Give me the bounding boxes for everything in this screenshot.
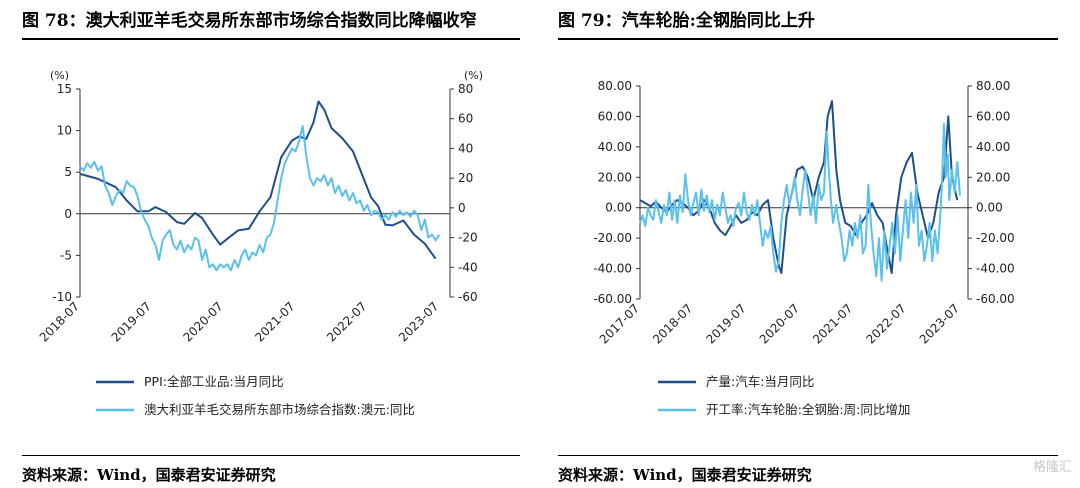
y-tick-label-right: 80 — [458, 82, 473, 96]
source-note-79: 资料来源：Wind，国泰君安证券研究 — [558, 466, 812, 484]
x-tick-label: 2022-07 — [324, 299, 369, 344]
figure-title-79: 图 79：汽车轮胎:全钢胎同比上升 — [558, 11, 815, 31]
x-tick-label: 2018-07 — [650, 301, 695, 346]
x-tick-label: 2023-07 — [396, 299, 441, 344]
y-tick-label-left: -5 — [60, 248, 72, 262]
y-tick-label-right: -20.00 — [976, 231, 1015, 245]
y-tick-label-left: 80.00 — [598, 79, 632, 93]
y-tick-label-left: -10 — [52, 290, 72, 304]
y-tick-label-left: 15 — [57, 82, 72, 96]
series-line-1 — [639, 123, 961, 282]
legend-label-1: 澳大利亚羊毛交易所东部市场综合指数:澳元:同比 — [144, 402, 415, 417]
y-unit-left: (%) — [50, 69, 69, 82]
x-tick-label: 2018-07 — [37, 299, 82, 344]
legend-label-0: 产量:汽车:当月同比 — [706, 374, 814, 389]
y-tick-label-right: 0.00 — [976, 201, 1003, 215]
y-tick-label-right: 20.00 — [976, 170, 1010, 184]
series-line-1 — [79, 125, 441, 272]
x-tick-label: 2017-07 — [597, 301, 642, 346]
y-tick-label-right: 60.00 — [976, 109, 1010, 123]
series-line-0 — [639, 100, 959, 275]
title-rule-79 — [558, 38, 1058, 40]
legend-label-0: PPI:全部工业品:当月同比 — [144, 374, 284, 389]
y-tick-label-left: -40.00 — [593, 262, 632, 276]
x-tick-label: 2023-07 — [917, 301, 962, 346]
y-tick-label-left: 0 — [64, 207, 72, 221]
x-tick-label: 2022-07 — [863, 301, 908, 346]
y-tick-label-left: 0.00 — [605, 201, 632, 215]
source-rule-79 — [558, 455, 1058, 456]
title-rule-78 — [22, 38, 520, 40]
y-tick-label-right: 80.00 — [976, 79, 1010, 93]
y-tick-label-right: 0 — [458, 201, 466, 215]
x-tick-label: 2019-07 — [703, 301, 748, 346]
y-tick-label-right: 20 — [458, 171, 473, 185]
chart-auto-tire: 80.00 60.00 40.00 20.00 0.00 -20.00 -40.00 -60.… — [593, 79, 1015, 417]
y-tick-label-right: 40 — [458, 141, 473, 155]
x-tick-label: 2020-07 — [180, 299, 225, 344]
y-tick-label-right: -40 — [458, 260, 478, 274]
source-rule-78 — [22, 455, 520, 456]
y-tick-label-left: -20.00 — [593, 231, 632, 245]
y-tick-label-right: 40.00 — [976, 140, 1010, 154]
x-tick-label: 2019-07 — [109, 299, 154, 344]
y-unit-right: (%) — [464, 69, 483, 82]
y-tick-label-right: -60.00 — [976, 292, 1015, 306]
legend-label-1: 开工率:汽车轮胎:全钢胎:周:同比增加 — [706, 402, 910, 417]
y-tick-label-left: -60.00 — [593, 292, 632, 306]
y-tick-label-left: 20.00 — [598, 170, 632, 184]
x-tick-label: 2021-07 — [252, 299, 297, 344]
watermark: 格隆汇 — [1032, 460, 1072, 475]
y-tick-label-left: 60.00 — [598, 109, 632, 123]
y-tick-label-left: 5 — [64, 165, 72, 179]
y-tick-label-right: -20 — [458, 231, 478, 245]
y-tick-label-left: 40.00 — [598, 140, 632, 154]
source-note-78: 资料来源：Wind，国泰君安证券研究 — [22, 466, 276, 484]
x-tick-label: 2020-07 — [757, 301, 802, 346]
y-tick-label-right: -60 — [458, 290, 478, 304]
y-tick-label-right: -40.00 — [976, 262, 1015, 276]
x-tick-label: 2021-07 — [810, 301, 855, 346]
figure-title-78: 图 78：澳大利亚羊毛交易所东部市场综合指数同比降幅收窄 — [22, 11, 477, 31]
y-tick-label-left: 10 — [57, 124, 72, 138]
chart-wool-ppi: 15 10 5 0 -5 -10 80 60 40 20 0 -20 -40 -60 (%) (%) 2018-… — [37, 69, 483, 417]
series-line-0 — [79, 100, 437, 260]
y-tick-label-right: 60 — [458, 112, 473, 126]
